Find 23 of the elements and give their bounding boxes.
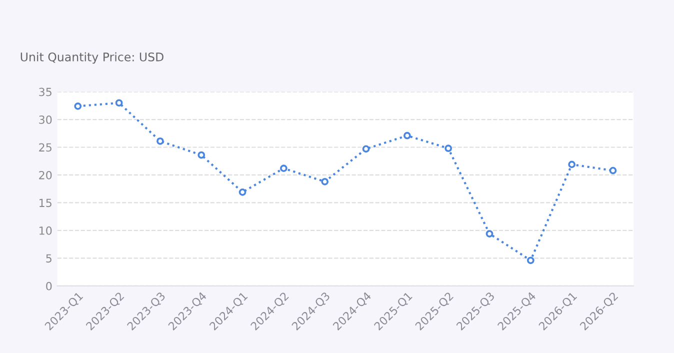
y-tick-label: 10	[40, 226, 52, 235]
y-tick-label: 25	[39, 143, 52, 152]
point	[609, 166, 617, 174]
point	[238, 188, 246, 196]
point	[526, 256, 534, 264]
point	[486, 230, 494, 238]
y-tick-label: 35	[39, 88, 52, 96]
y-tick-label: 0	[46, 282, 52, 290]
point	[156, 137, 164, 145]
point	[321, 178, 329, 186]
point	[568, 160, 576, 168]
point	[115, 99, 123, 107]
y-tick-label: 5	[46, 254, 52, 263]
point	[362, 145, 370, 153]
chart-title: Unit Quantity Price: USD	[20, 52, 164, 64]
point	[403, 132, 411, 140]
y-tick-label: 15	[40, 198, 52, 208]
point	[444, 144, 452, 152]
point	[280, 164, 288, 172]
point	[198, 151, 206, 159]
y-tick-label: 20	[39, 170, 52, 180]
point	[74, 102, 82, 110]
y-tick-label: 30	[39, 115, 52, 124]
